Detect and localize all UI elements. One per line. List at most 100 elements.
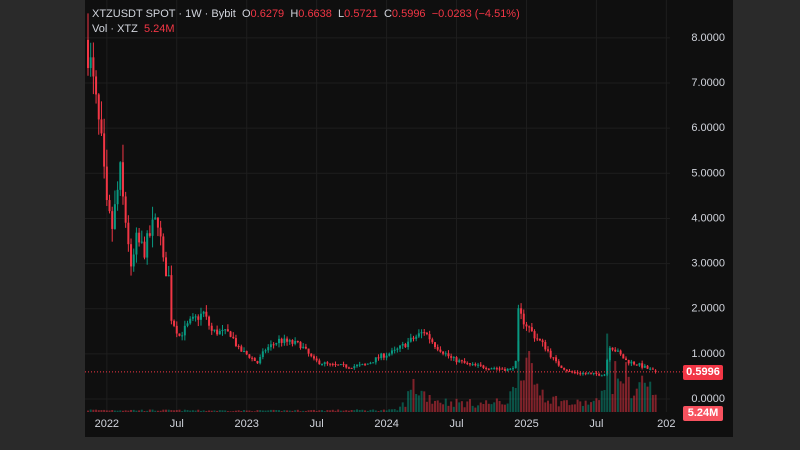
candle-body [485,367,488,369]
candle-body [372,362,375,364]
y-tick-label: 3.0000 [691,258,725,270]
volume-bar [625,362,627,412]
candle-body [329,363,332,365]
candle-body [498,368,501,370]
candlestick-chart[interactable]: 8.0000 7.0000 6.0000 5.0000 4.0000 3.0000 2.00… [85,0,733,437]
chart-pane[interactable]: 8.0000 7.0000 6.0000 5.0000 4.0000 3.0000 2.00… [85,0,733,437]
volume-bar [608,359,611,412]
volume-bar [116,410,119,412]
volume-bar [173,410,176,412]
volume-bar [97,410,100,412]
volume-bar [234,410,237,412]
candle-body [643,365,646,368]
candle-body [121,162,124,197]
volume-bar [294,410,297,412]
volume-bar [549,403,552,412]
candle-body [546,349,549,351]
volume-bar [487,403,490,412]
volume-bar [493,402,496,412]
volume-bar [224,410,227,412]
volume-bar [431,403,434,412]
volume-bar [479,402,482,412]
candle-body [544,342,547,350]
volume-bar [442,404,445,412]
candle-body [318,360,321,365]
volume-bar [342,410,345,412]
candle-body [103,133,106,167]
x-tick-label: 2024 [374,418,398,430]
volume-bar [401,402,404,412]
volume-bar [568,405,571,412]
last-price-tag: 0.5996 [683,365,723,380]
volume-bar [517,341,520,412]
candle-body [654,370,657,372]
candle-body [339,364,342,366]
volume-bar [552,396,555,412]
volume-bar [248,410,251,412]
candle-body [388,353,391,356]
volume-bar [304,411,307,412]
volume-bar [318,410,321,412]
volume-bar [156,410,159,412]
volume-bar [619,381,622,412]
candle-body [517,308,520,361]
candle-body [495,368,498,370]
candle-body [614,349,617,352]
volume-bar [208,410,211,412]
candle-body [197,316,200,320]
volume-bar [323,411,326,412]
candle-body [407,341,410,348]
volume-bar [541,389,544,412]
volume-bar [105,410,108,412]
candle-body [493,368,496,370]
x-tick-label: 202 [657,418,675,430]
last-volume-tag: 5.24M [683,406,723,421]
volume-bar [226,411,229,412]
candle-body [579,373,582,375]
candle-body [423,332,426,334]
candle-body [458,360,461,363]
candle-body [608,347,611,360]
y-tick-label: 5.0000 [691,167,725,179]
candle-body [471,364,474,366]
candle-body [248,354,251,358]
volume-bar [280,411,283,412]
volume-bar [512,386,515,412]
volume-label[interactable]: Vol · XTZ [92,23,138,35]
candle-body [302,346,305,349]
close-value: 0.5996 [391,8,426,20]
volume-bar [598,400,601,412]
candle-body [434,342,437,348]
candle-body [183,325,186,336]
volume-bar [468,399,471,412]
candle-body [549,350,552,358]
candle-body [111,211,114,229]
symbol-title[interactable]: XTZUSDT SPOT · 1W · Bybit [92,8,236,20]
volume-bar [181,411,184,412]
volume-bar [194,410,197,412]
volume-bar [393,409,396,412]
volume-bar [87,410,89,412]
candle-body [633,361,636,365]
volume-bar [100,410,103,412]
volume-bar [272,409,275,412]
candle-body [226,329,229,332]
volume-bar [452,406,455,412]
volume-bar [581,405,584,412]
volume-bar [614,361,617,412]
volume-bar [477,405,480,412]
volume-bar [396,410,399,412]
candle-body [210,325,213,331]
candle-body [503,369,506,371]
volume-bar [366,410,369,412]
y-tick-label: 2.0000 [691,303,725,315]
candle-body [573,372,576,374]
candle-body [345,364,348,368]
volume-bar [321,410,324,412]
volume-bar [256,410,259,412]
volume-bar [576,399,579,412]
candle-body [269,344,272,348]
volume-bar [251,411,254,412]
y-tick-label: 8.0000 [691,32,725,44]
candle-body [87,39,89,69]
